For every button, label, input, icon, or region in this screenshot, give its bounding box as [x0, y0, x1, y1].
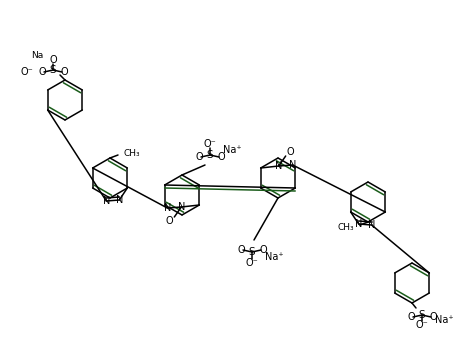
Text: Na: Na [31, 52, 43, 60]
Text: O: O [259, 245, 267, 255]
Text: Na⁺: Na⁺ [435, 315, 453, 325]
Text: N: N [289, 160, 296, 170]
Text: N: N [355, 219, 362, 229]
Text: O⁻: O⁻ [21, 67, 33, 77]
Text: O: O [217, 152, 225, 162]
Text: CH₃: CH₃ [124, 149, 141, 157]
Text: N: N [164, 203, 171, 213]
Text: N: N [116, 195, 123, 205]
Text: O: O [429, 312, 437, 322]
Text: O: O [38, 67, 46, 77]
Text: O: O [287, 147, 294, 157]
Text: O: O [60, 67, 68, 77]
Text: O: O [165, 216, 173, 226]
Text: O: O [407, 312, 415, 322]
Text: N: N [178, 202, 185, 212]
Text: O: O [195, 152, 203, 162]
Text: O⁻: O⁻ [416, 320, 428, 330]
Text: S: S [249, 247, 255, 257]
Text: O: O [237, 245, 245, 255]
Text: S: S [207, 150, 213, 160]
Text: O⁻: O⁻ [204, 139, 216, 149]
Text: O⁻: O⁻ [246, 258, 258, 268]
Text: N: N [275, 161, 283, 171]
Text: Na⁺: Na⁺ [223, 145, 241, 155]
Text: N: N [103, 196, 110, 206]
Text: N: N [368, 220, 375, 230]
Text: O: O [49, 55, 57, 65]
Text: S: S [50, 65, 56, 75]
Text: Na⁺: Na⁺ [264, 252, 283, 262]
Text: CH₃: CH₃ [337, 222, 354, 232]
Text: S: S [419, 310, 425, 320]
